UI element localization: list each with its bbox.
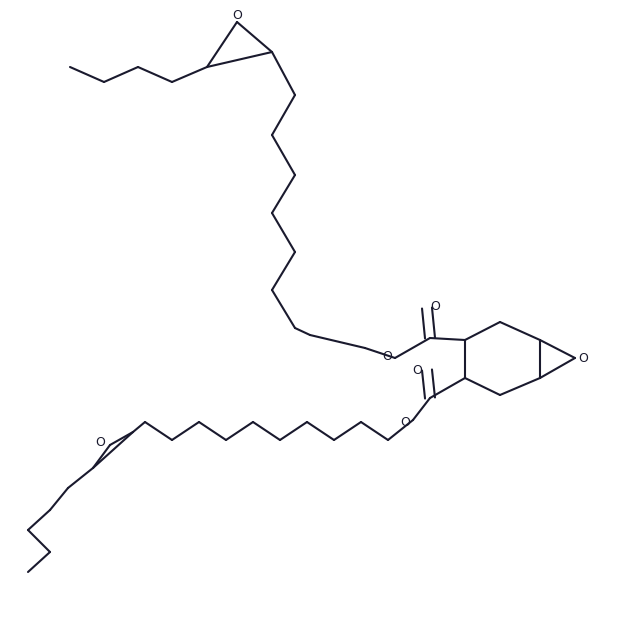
Text: O: O	[232, 8, 242, 22]
Text: O: O	[400, 415, 410, 429]
Text: O: O	[430, 300, 440, 312]
Text: O: O	[382, 349, 392, 362]
Text: O: O	[578, 351, 588, 365]
Text: O: O	[412, 364, 422, 376]
Text: O: O	[95, 436, 105, 449]
